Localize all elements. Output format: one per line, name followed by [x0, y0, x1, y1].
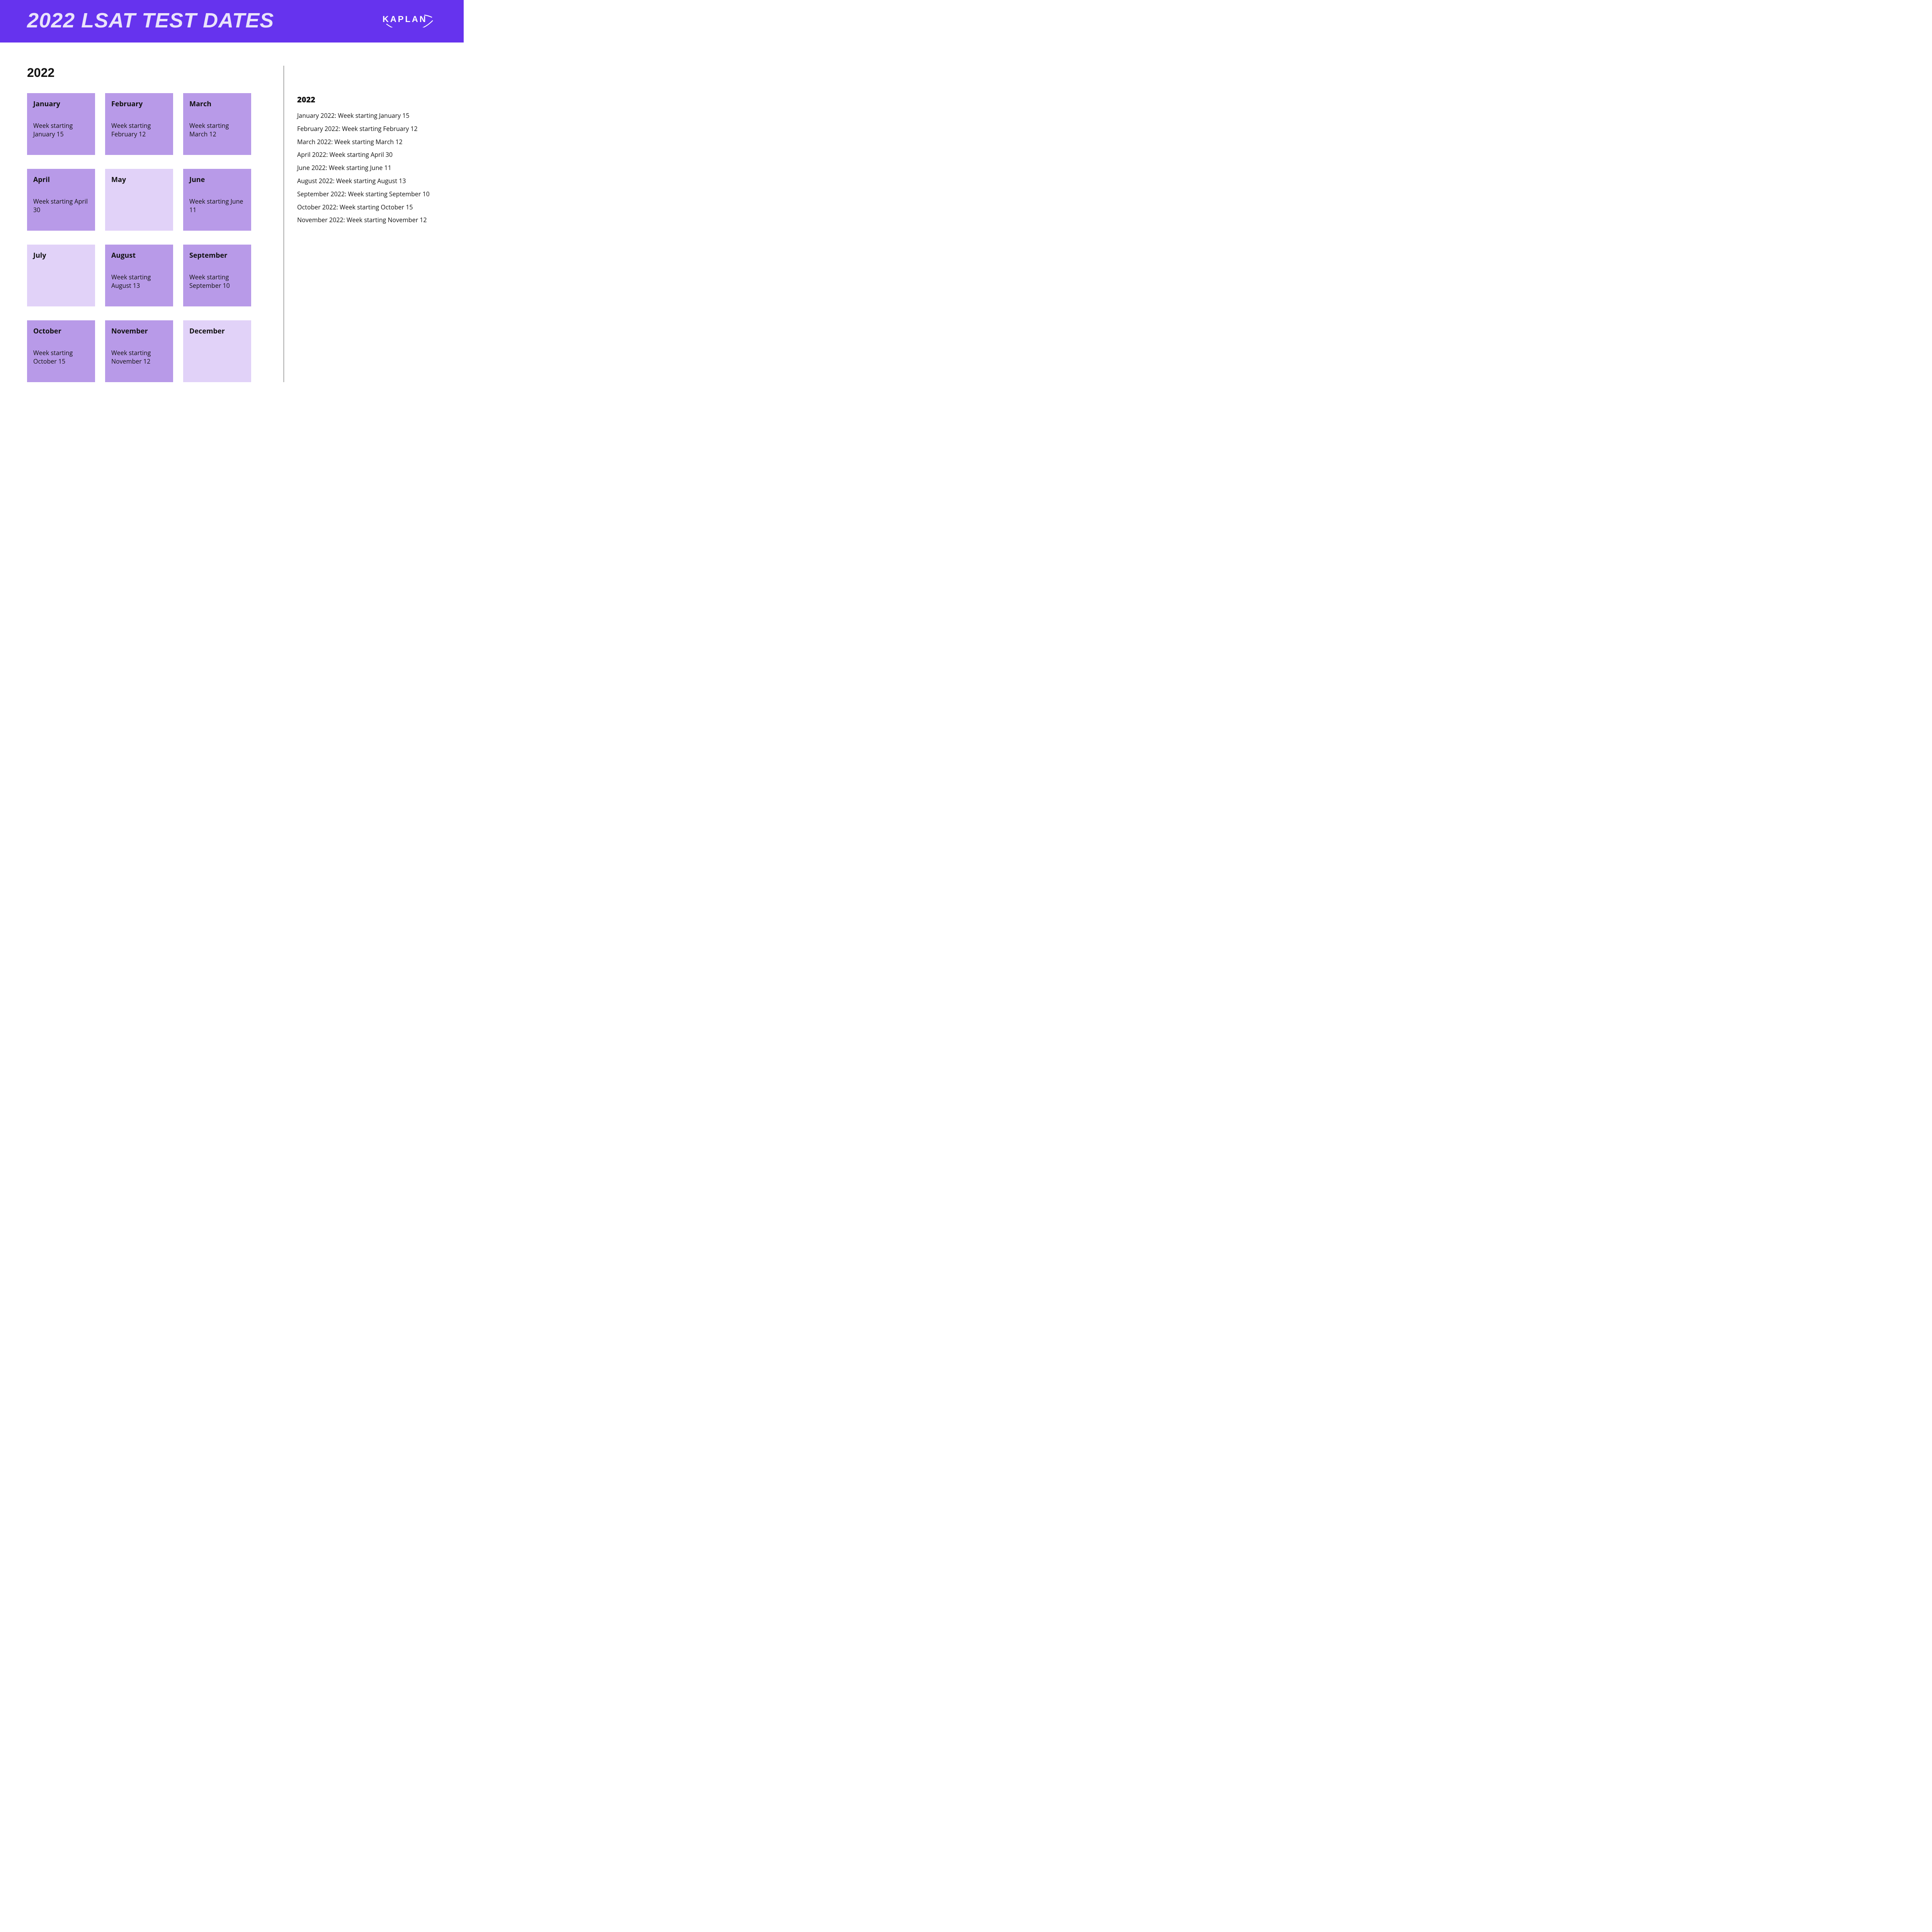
month-name: October	[33, 327, 89, 336]
month-name: November	[111, 327, 167, 336]
month-card: July	[27, 245, 95, 306]
year-label: 2022	[27, 66, 263, 80]
month-date-text: Week starting February 12	[111, 122, 167, 138]
list-year-label: 2022	[297, 94, 437, 105]
list-panel: 2022 January 2022: Week starting January…	[297, 66, 437, 382]
month-card: September Week starting September 10	[183, 245, 251, 306]
month-card: May	[105, 169, 173, 231]
date-list-item: June 2022: Week starting June 11	[297, 164, 437, 172]
month-card: January Week starting January 15	[27, 93, 95, 155]
month-date-text: Week starting September 10	[189, 273, 245, 290]
month-grid: January Week starting January 15 February W…	[27, 93, 263, 382]
month-name: December	[189, 327, 245, 336]
month-name: May	[111, 175, 167, 184]
date-list-item: October 2022: Week starting October 15	[297, 203, 437, 211]
date-list-item: November 2022: Week starting November 12	[297, 216, 437, 224]
calendar-panel: 2022 January Week starting January 15 Febr…	[27, 66, 263, 382]
month-date-text: Week starting August 13	[111, 273, 167, 290]
date-list-item: February 2022: Week starting February 12	[297, 125, 437, 133]
month-card: April Week starting April 30	[27, 169, 95, 231]
month-name: June	[189, 175, 245, 184]
month-name: August	[111, 251, 167, 260]
month-name: April	[33, 175, 89, 184]
month-card: March Week starting March 12	[183, 93, 251, 155]
header: 2022 LSAT TEST DATES KAPLAN	[0, 0, 464, 43]
date-list: January 2022: Week starting January 15 Fe…	[297, 112, 437, 224]
page-title: 2022 LSAT TEST DATES	[27, 9, 274, 32]
month-card: December	[183, 320, 251, 382]
month-date-text: Week starting November 12	[111, 349, 167, 366]
kaplan-logo: KAPLAN	[383, 12, 437, 29]
logo-text: KAPLAN	[383, 14, 427, 24]
date-list-item: April 2022: Week starting April 30	[297, 151, 437, 159]
date-list-item: January 2022: Week starting January 15	[297, 112, 437, 120]
month-date-text: Week starting January 15	[33, 122, 89, 138]
date-list-item: August 2022: Week starting August 13	[297, 177, 437, 185]
month-card: August Week starting August 13	[105, 245, 173, 306]
month-name: February	[111, 99, 167, 109]
month-card: November Week starting November 12	[105, 320, 173, 382]
month-card: February Week starting February 12	[105, 93, 173, 155]
month-name: July	[33, 251, 89, 260]
month-card: June Week starting June 11	[183, 169, 251, 231]
date-list-item: March 2022: Week starting March 12	[297, 138, 437, 146]
month-name: January	[33, 99, 89, 109]
month-name: March	[189, 99, 245, 109]
month-date-text: Week starting March 12	[189, 122, 245, 138]
month-date-text: Week starting June 11	[189, 197, 245, 214]
month-date-text: Week starting October 15	[33, 349, 89, 366]
month-card: October Week starting October 15	[27, 320, 95, 382]
month-date-text: Week starting April 30	[33, 197, 89, 214]
content: 2022 January Week starting January 15 Febr…	[0, 43, 464, 398]
month-name: September	[189, 251, 245, 260]
date-list-item: September 2022: Week starting September …	[297, 190, 437, 198]
